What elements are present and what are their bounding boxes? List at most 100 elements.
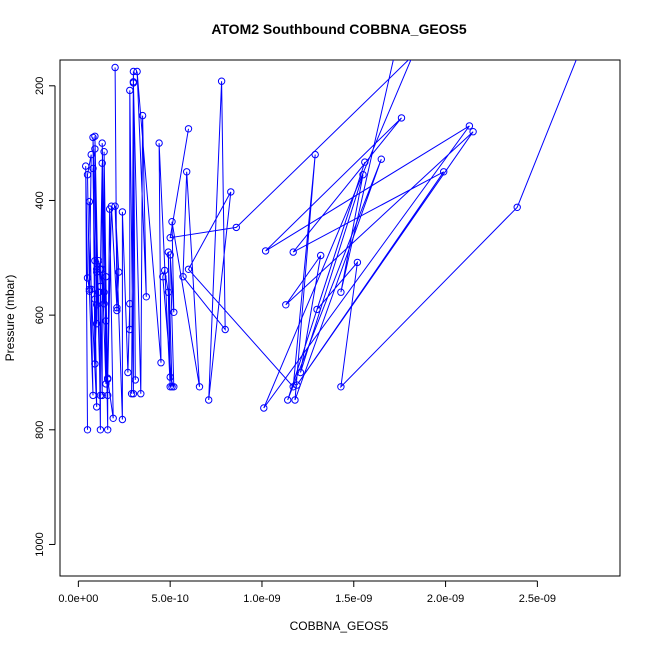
plot-frame	[59, 59, 621, 577]
data-point	[166, 234, 174, 242]
data-point	[142, 293, 151, 301]
data-point	[289, 383, 297, 391]
data-point	[377, 155, 385, 163]
x-tick-label: 0.0e+00	[58, 593, 98, 605]
data-point	[89, 391, 97, 400]
data-point	[261, 247, 270, 255]
data-point	[93, 265, 101, 273]
x-tick-label: 2.0e-09	[427, 593, 464, 605]
data-point	[391, 53, 397, 59]
data-point	[91, 257, 99, 265]
data-point	[83, 426, 92, 434]
series-line	[169, 60, 474, 409]
data-point	[179, 273, 187, 281]
data-point	[575, 53, 581, 59]
data-point	[409, 53, 415, 59]
data-point	[91, 360, 99, 368]
data-point	[102, 273, 110, 281]
data-point	[102, 317, 110, 325]
data-point	[115, 268, 123, 276]
data-point	[157, 359, 165, 367]
data-point	[87, 285, 95, 293]
data-point	[104, 375, 112, 383]
data-point	[164, 288, 173, 296]
data-point	[98, 159, 106, 167]
data-point	[124, 368, 132, 377]
data-point	[317, 251, 325, 260]
data-point	[104, 426, 112, 434]
data-point	[159, 273, 167, 281]
data-point	[104, 391, 112, 400]
data-point	[83, 171, 92, 179]
y-tick-label: 600	[34, 306, 46, 324]
data-point	[98, 265, 106, 273]
data-point	[337, 288, 345, 296]
data-point	[91, 132, 99, 141]
data-point	[100, 288, 108, 296]
y-tick-label: 800	[34, 421, 46, 439]
series-1	[166, 53, 477, 412]
data-point	[291, 396, 299, 404]
data-point	[100, 148, 108, 156]
y-tick-label: 1000	[34, 532, 46, 556]
data-point	[94, 257, 103, 265]
data-point	[111, 63, 119, 72]
data-point	[183, 168, 191, 176]
data-point	[113, 304, 121, 312]
y-axis-label: Pressure (mbar)	[3, 275, 17, 362]
data-point	[289, 248, 297, 256]
data-point	[513, 203, 521, 212]
data-point	[129, 67, 138, 76]
data-point	[111, 202, 119, 210]
data-point	[440, 168, 448, 176]
data-point	[98, 139, 106, 147]
data-point	[260, 404, 268, 412]
x-axis: 0.0e+00 5.0e-10 1.0e-09 1.5e-09 2.0e-09 2.5e-…	[58, 580, 556, 605]
y-tick-label: 400	[34, 191, 46, 209]
data-point	[109, 414, 117, 422]
x-axis-label: COBBNA_GEOS5	[290, 619, 389, 633]
data-point	[107, 202, 116, 210]
data-point	[170, 383, 178, 391]
x-tick-label: 1.0e-09	[243, 593, 280, 605]
data-point	[227, 188, 235, 196]
data-point	[166, 251, 174, 259]
data-point	[282, 301, 290, 309]
data-point	[127, 390, 136, 398]
data-point	[359, 171, 367, 179]
y-axis: 200 400 600 800 1000	[34, 77, 56, 557]
data-point	[205, 396, 213, 404]
data-point	[184, 125, 193, 133]
data-point	[170, 308, 178, 316]
data-point	[217, 77, 226, 85]
data-point	[91, 145, 99, 153]
series-0	[82, 53, 581, 434]
data-point	[85, 197, 94, 206]
x-tick-label: 5.0e-10	[152, 593, 189, 605]
data-point	[133, 67, 141, 76]
data-point	[100, 300, 108, 308]
data-point	[87, 150, 95, 159]
data-point	[469, 128, 477, 136]
data-point	[232, 223, 241, 232]
series-line	[85, 60, 577, 430]
data-point	[89, 133, 97, 142]
data-point	[113, 306, 121, 315]
data-point	[337, 383, 345, 391]
data-point	[93, 403, 101, 411]
data-point	[126, 300, 134, 308]
data-point	[195, 383, 204, 391]
data-point	[311, 150, 319, 159]
data-point	[184, 265, 193, 273]
data-point	[118, 208, 127, 216]
data-point	[83, 274, 92, 282]
chart-title: ATOM2 Southbound COBBNA_GEOS5	[211, 21, 467, 37]
data-point	[96, 426, 105, 434]
data-point	[118, 415, 127, 424]
x-tick-label: 2.5e-09	[519, 593, 556, 605]
x-tick-label: 1.5e-09	[335, 593, 372, 605]
data-point	[397, 114, 406, 122]
data-point	[166, 373, 174, 381]
data-point	[284, 396, 292, 404]
